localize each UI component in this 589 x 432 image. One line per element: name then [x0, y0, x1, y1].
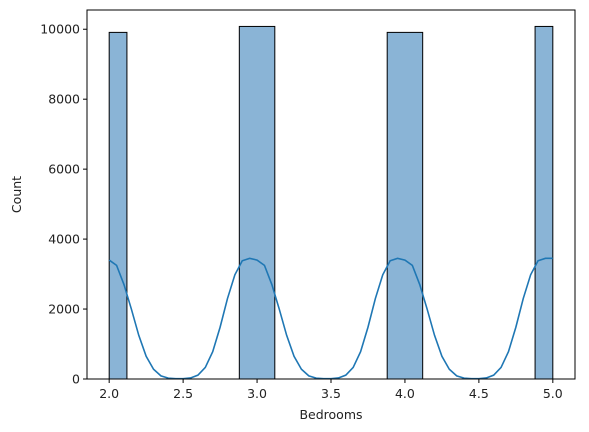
histogram-bar	[386, 31, 424, 380]
y-tick-label: 4000	[48, 232, 80, 247]
x-tick-label: 2.5	[173, 386, 193, 401]
x-tick-label: 4.0	[395, 386, 415, 401]
x-axis-label: Bedrooms	[299, 407, 362, 422]
y-tick-label: 10000	[40, 22, 80, 37]
y-tick-label: 6000	[48, 162, 80, 177]
histogram-bar	[534, 25, 554, 380]
y-axis: 0 2000 4000 6000 8000 10000	[40, 22, 87, 387]
kde-line	[108, 257, 553, 380]
y-axis-label: Count	[9, 176, 24, 213]
x-tick-label: 3.0	[247, 386, 267, 401]
bars-layer	[108, 25, 554, 380]
x-tick-label: 4.5	[469, 386, 489, 401]
y-tick-label: 0	[72, 372, 80, 387]
histogram-bar	[108, 31, 128, 380]
histogram-bar	[238, 25, 276, 380]
x-tick-label: 3.5	[321, 386, 341, 401]
plot-frame	[86, 9, 576, 380]
x-tick-label: 5.0	[543, 386, 563, 401]
x-axis: 2.0 2.5 3.0 3.5 4.0 4.5 5.0	[99, 379, 563, 401]
x-tick-label: 2.0	[99, 386, 119, 401]
y-tick-label: 2000	[48, 302, 80, 317]
y-tick-label: 8000	[48, 92, 80, 107]
